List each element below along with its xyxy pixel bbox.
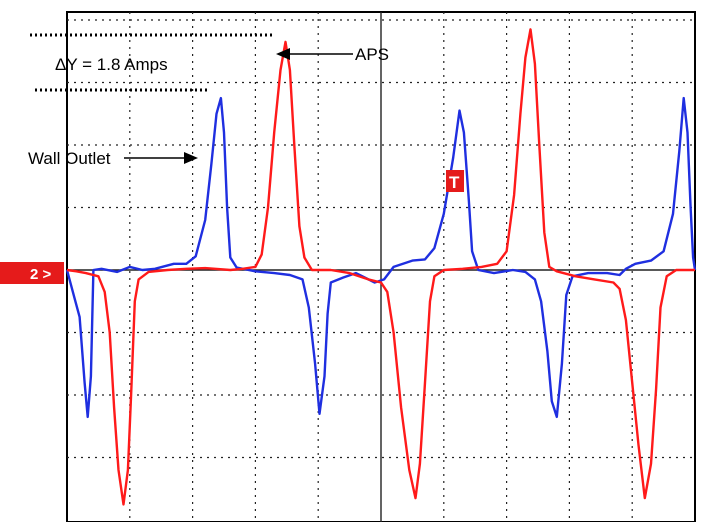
aps-arrow-head (276, 48, 290, 60)
wall-outlet-trace (65, 96, 697, 419)
wall-outlet-label: Wall Outlet (28, 149, 111, 168)
channel-2-marker-label: 2 > (30, 266, 52, 283)
trigger-marker-label: T (449, 173, 460, 192)
series-layer (65, 28, 697, 506)
aps-trace (66, 28, 695, 506)
trigger-marker (446, 170, 464, 192)
grid (67, 12, 695, 522)
wall-outlet-arrow-head (184, 152, 198, 164)
aps-label: APS (355, 45, 389, 64)
channel-2-marker (0, 262, 64, 284)
delta-y-label: ΔY = 1.8 Amps (55, 55, 168, 74)
